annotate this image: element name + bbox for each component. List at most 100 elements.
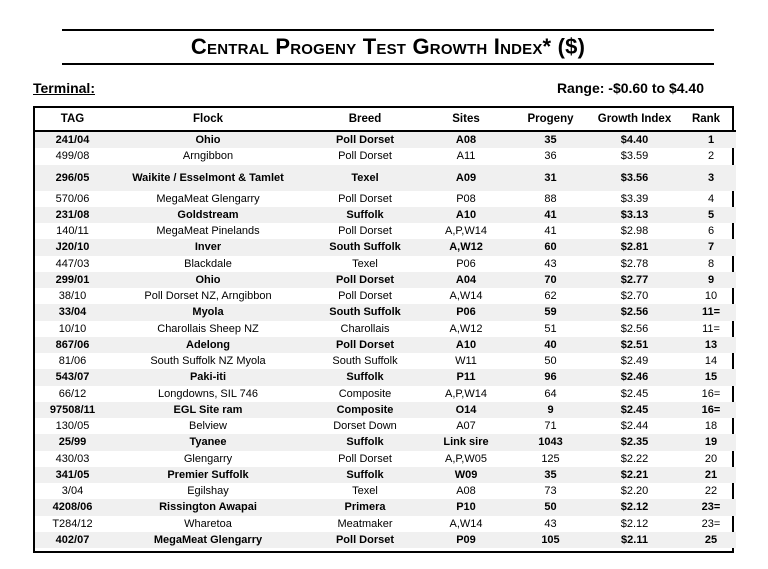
cell-breed: Suffolk: [306, 434, 424, 451]
cell-rank: 13: [676, 336, 736, 353]
cell-tag: 130/05: [55, 420, 90, 433]
table-row: 867/06 Adelong Poll Dorset A10 40 $2.51 13: [35, 336, 736, 353]
cell-progeny: 1043: [508, 434, 593, 451]
cell-breed: Poll Dorset: [306, 131, 424, 149]
table-row: 97508/11 EGL Site ram Composite O14 9 $2.45 16…: [35, 401, 736, 418]
cell-rank: 21: [676, 466, 736, 483]
cell-sites: A,W14: [449, 517, 483, 530]
cell-flock: EGL Site ram: [110, 401, 306, 418]
cell-rank: 19: [676, 434, 736, 451]
page-title: Central Progeny Test Growth Index* ($): [190, 34, 586, 59]
cell-rank: 23=: [701, 517, 721, 530]
table-row: 25/99 Tyanee Suffolk Link sire 1043 $2.35 19: [35, 434, 736, 451]
cell-flock: Inver: [110, 239, 306, 256]
cell-progeny: 43: [544, 257, 557, 270]
cell-flock: Belview: [189, 420, 227, 433]
cell-breed: South Suffolk: [306, 304, 424, 321]
cell-progeny: 64: [544, 387, 557, 400]
cell-flock: Arngibbon: [182, 150, 234, 163]
cell-tag: 10/10: [58, 322, 87, 335]
cell-progeny: 50: [508, 499, 593, 516]
cell-growth-index: $2.20: [620, 485, 649, 498]
cell-growth-index: $2.78: [620, 257, 649, 270]
cell-sites: A,P,W05: [445, 452, 487, 465]
cell-tag: 570/06: [55, 192, 90, 205]
cell-progeny: 35: [508, 131, 593, 149]
table-row: 3/04 Egilshay Texel A08 73 $2.20 22: [35, 483, 736, 499]
cell-progeny: 51: [544, 322, 557, 335]
cell-tag: J20/10: [35, 239, 110, 256]
table-row: 38/10 Poll Dorset NZ, Arngibbon Poll Dorse…: [35, 288, 736, 304]
cell-tag: 543/07: [35, 369, 110, 386]
cell-growth-index: $2.51: [593, 336, 676, 353]
table-body: 241/04 Ohio Poll Dorset A08 35 $4.40 1 499/08 Ar…: [35, 131, 736, 548]
cell-sites: W09: [424, 466, 508, 483]
cell-breed: Poll Dorset: [338, 150, 392, 163]
cell-flock: Tyanee: [110, 434, 306, 451]
table-row: 447/03 Blackdale Texel P06 43 $2.78 8: [35, 256, 736, 272]
cell-sites: W11: [455, 355, 477, 368]
cell-growth-index: $2.12: [620, 517, 649, 530]
cell-rank: 11=: [676, 304, 736, 321]
cell-progeny: 50: [544, 355, 557, 368]
table-row: 241/04 Ohio Poll Dorset A08 35 $4.40 1: [35, 131, 736, 149]
cell-growth-index: $2.98: [620, 225, 649, 238]
cell-flock: Blackdale: [184, 257, 232, 270]
table-row: 140/11 MegaMeat Pinelands Poll Dorset A,P,W…: [35, 223, 736, 239]
cell-flock: Premier Suffolk: [110, 466, 306, 483]
cell-progeny: 73: [544, 485, 557, 498]
cell-breed: Composite: [338, 387, 392, 400]
cell-tag: 140/11: [56, 225, 89, 238]
cell-flock: Paki-iti: [110, 369, 306, 386]
header-progeny: Progeny: [508, 108, 593, 132]
cell-sites: A08: [456, 485, 476, 498]
cell-breed: Meatmaker: [337, 517, 393, 530]
cell-tag: 447/03: [55, 257, 90, 270]
cell-flock: Rissington Awapai: [110, 499, 306, 516]
cell-breed: Poll Dorset: [338, 452, 392, 465]
cell-breed: Primera: [306, 499, 424, 516]
cell-tag: 296/05: [35, 164, 110, 191]
cell-growth-index: $2.56: [593, 304, 676, 321]
cell-sites: P08: [456, 192, 476, 205]
cell-breed: South Suffolk: [332, 355, 398, 368]
cell-progeny: 41: [544, 225, 557, 238]
cell-flock: Poll Dorset NZ, Arngibbon: [144, 290, 272, 303]
cell-tag: 499/08: [55, 150, 90, 163]
cell-breed: Poll Dorset: [338, 290, 392, 303]
cell-rank: 18: [704, 420, 718, 433]
table-row: 402/07 MegaMeat Glengarry Poll Dorset P09 10…: [35, 531, 736, 548]
cell-breed: Poll Dorset: [306, 336, 424, 353]
cell-rank: 4: [707, 192, 715, 205]
cell-flock: MegaMeat Glengarry: [110, 531, 306, 548]
cell-rank: 3: [676, 164, 736, 191]
cell-sites: A10: [424, 336, 508, 353]
cell-breed: Charollais: [340, 322, 390, 335]
cell-growth-index: $2.81: [593, 239, 676, 256]
cell-rank: 16=: [676, 401, 736, 418]
cell-flock: Waikite / Esselmont & Tamlet: [110, 164, 306, 191]
cell-flock: Myola: [110, 304, 306, 321]
cell-flock: Ohio: [110, 131, 306, 149]
cell-tag: 430/03: [55, 452, 90, 465]
cell-growth-index: $2.77: [593, 271, 676, 288]
cell-rank: 8: [707, 257, 715, 270]
cell-rank: 23=: [676, 499, 736, 516]
cell-tag: 38/10: [58, 290, 87, 303]
cell-growth-index: $2.70: [620, 290, 649, 303]
table-row: 4208/06 Rissington Awapai Primera P10 50 $2.1…: [35, 499, 736, 516]
cell-sites: O14: [424, 401, 508, 418]
cell-breed: Poll Dorset: [338, 192, 392, 205]
cell-progeny: 31: [508, 164, 593, 191]
cell-rank: 25: [676, 531, 736, 548]
cell-sites: A,W14: [449, 290, 483, 303]
cell-rank: 5: [676, 206, 736, 223]
cell-sites: A09: [424, 164, 508, 191]
cell-progeny: 60: [508, 239, 593, 256]
cell-breed: Composite: [306, 401, 424, 418]
table-row: 33/04 Myola South Suffolk P06 59 $2.56 11=: [35, 304, 736, 321]
cell-tag: 241/04: [35, 131, 110, 149]
table-row: 81/06 South Suffolk NZ Myola South Suffolk…: [35, 353, 736, 369]
cell-growth-index: $2.21: [593, 466, 676, 483]
cell-growth-index: $2.45: [593, 401, 676, 418]
